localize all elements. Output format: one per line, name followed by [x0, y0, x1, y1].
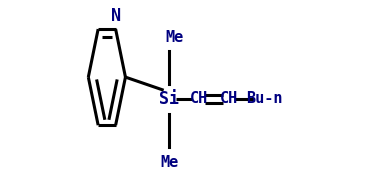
Text: Me: Me: [160, 155, 178, 170]
Text: CH: CH: [220, 91, 238, 106]
Text: Si: Si: [159, 90, 179, 108]
Text: Me: Me: [165, 30, 184, 45]
Text: N: N: [111, 7, 121, 25]
Text: Bu-n: Bu-n: [246, 91, 282, 106]
Text: CH: CH: [190, 91, 208, 106]
